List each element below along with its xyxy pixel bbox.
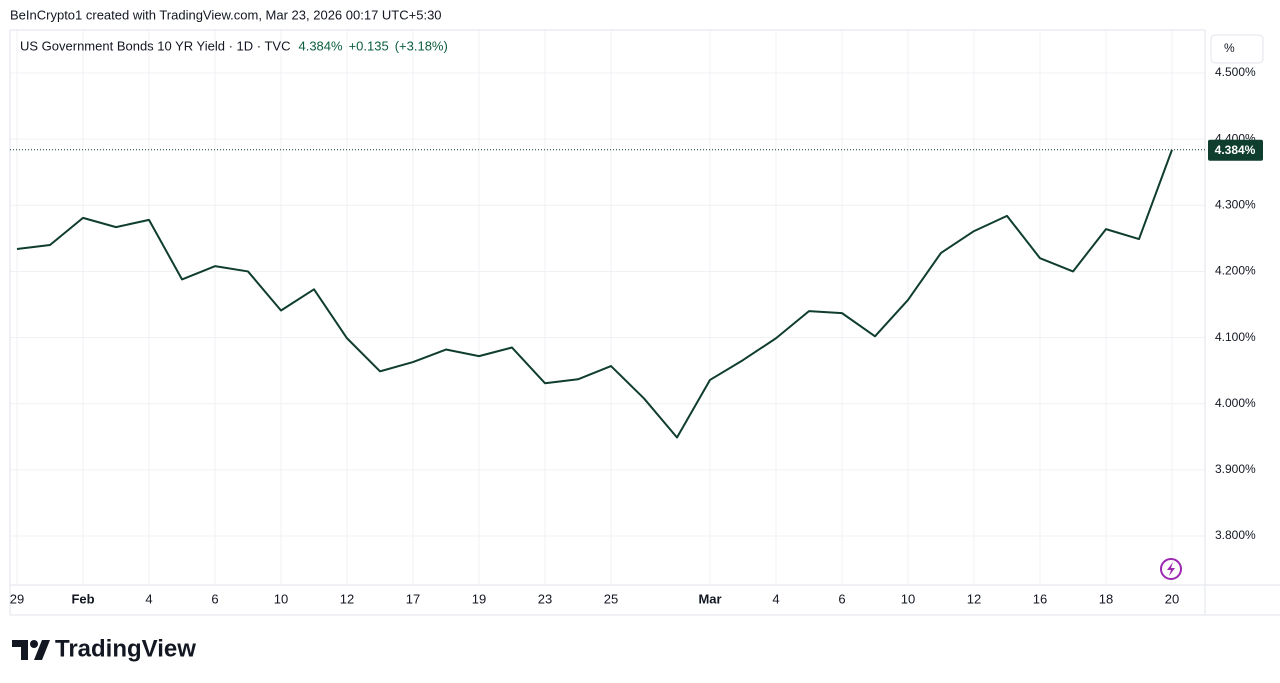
logo-dot — [30, 640, 38, 648]
x-tick-label: 12 — [340, 591, 354, 606]
logo-text: TradingView — [55, 635, 196, 662]
x-tick-label: 19 — [472, 591, 486, 606]
x-tick-label: 25 — [604, 591, 618, 606]
x-tick-label: 23 — [538, 591, 552, 606]
x-tick-label: 6 — [211, 591, 218, 606]
attribution: BeInCrypto1 created with TradingView.com… — [10, 7, 442, 22]
x-tick-label: 16 — [1033, 591, 1047, 606]
y-tick-label: 4.300% — [1215, 197, 1256, 211]
y-tick-label: 3.900% — [1215, 462, 1256, 476]
y-tick-label: 3.800% — [1215, 528, 1256, 542]
logo-mark — [12, 640, 50, 660]
x-tick-label: 4 — [772, 591, 779, 606]
last-price-tag — [1208, 139, 1263, 161]
x-tick-label: 12 — [967, 591, 981, 606]
x-tick-label: 6 — [838, 591, 845, 606]
last-price-label: 4.384% — [1215, 143, 1256, 157]
x-tick-label: 10 — [274, 591, 288, 606]
legend-change: +0.135 — [349, 38, 389, 53]
y-tick-label: 4.000% — [1215, 396, 1256, 410]
y-tick-label: 4.200% — [1215, 264, 1256, 278]
price-line — [16, 149, 1173, 439]
x-tick-label: 4 — [145, 591, 152, 606]
x-tick-label: 20 — [1165, 591, 1179, 606]
y-tick-label: 4.500% — [1215, 65, 1256, 79]
grid — [10, 30, 1205, 585]
legend-price: 4.384% — [298, 38, 343, 53]
icon-circle[interactable] — [1160, 558, 1182, 580]
x-tick-label: 29 — [10, 591, 24, 606]
x-tick-label: 10 — [901, 591, 915, 606]
x-tick-label: 17 — [406, 591, 420, 606]
lightning-icon[interactable] — [1160, 558, 1182, 580]
scale-button[interactable] — [1210, 34, 1264, 64]
x-tick-label: Mar — [698, 591, 721, 606]
logo — [12, 640, 50, 660]
legend-title: US Government Bonds 10 YR Yield · 1D · T… — [20, 38, 290, 53]
x-tick-label: Feb — [71, 591, 94, 606]
icon-bolt[interactable] — [1167, 562, 1175, 576]
y-tick-label: 4.100% — [1215, 330, 1256, 344]
legend-change-percent: (+3.18%) — [395, 38, 448, 53]
scale-unit[interactable]: % — [1224, 41, 1235, 55]
x-tick-label: 18 — [1099, 591, 1113, 606]
